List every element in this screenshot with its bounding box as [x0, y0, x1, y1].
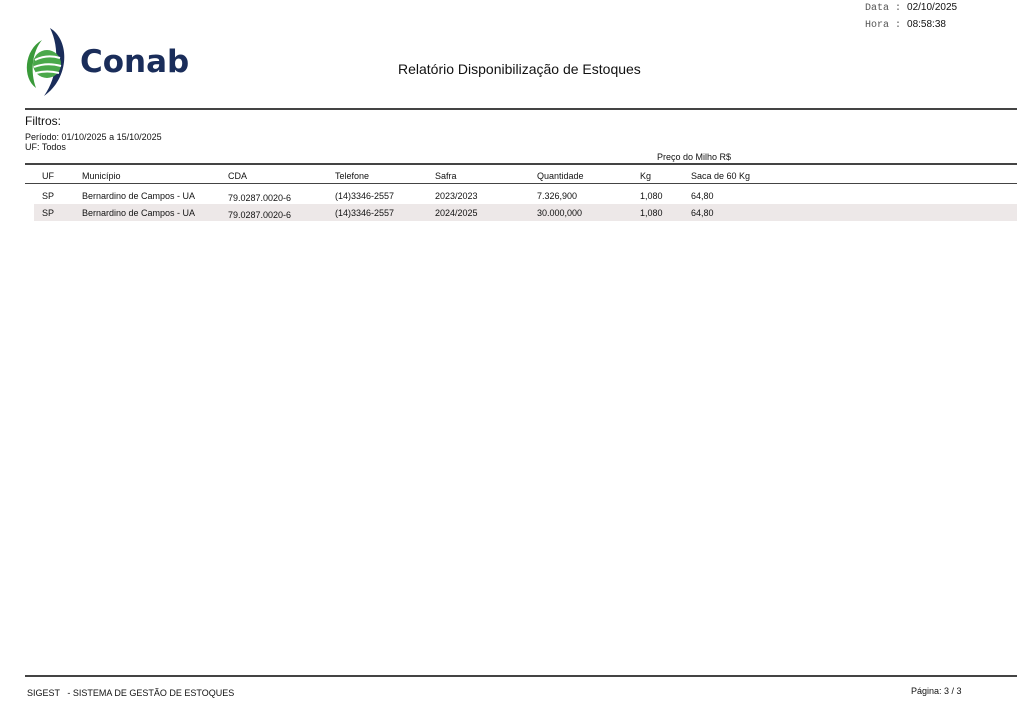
header-divider — [25, 108, 1017, 110]
table-header-divider — [25, 183, 1017, 184]
cell-cda: 79.0287.0020-6 — [228, 193, 292, 203]
cell-kg: 1,080 — [640, 208, 663, 218]
col-safra: Safra — [435, 171, 457, 181]
logo-text: Conab — [80, 44, 190, 80]
col-quantidade: Quantidade — [537, 171, 584, 181]
cell-cda: 79.0287.0020-6 — [228, 210, 292, 220]
footer-divider — [25, 675, 1017, 677]
cell-telefone: (14)3346-2557 — [335, 208, 395, 218]
price-group-header: Preço do Milho R$ — [657, 152, 732, 162]
time-stamp: Hora : 08:58:38 — [865, 19, 946, 31]
report-title: Relatório Disponibilização de Estoques — [398, 61, 641, 77]
cell-kg: 1,080 — [640, 191, 663, 201]
cell-telefone: (14)3346-2557 — [335, 191, 395, 201]
cell-quantidade: 30.000,000 — [537, 208, 583, 218]
cell-safra: 2024/2025 — [435, 208, 478, 218]
filters-heading: Filtros: — [25, 114, 61, 128]
cell-quantidade: 7.326,900 — [537, 191, 578, 201]
table-row: SP Bernardino de Campos - UA 79.0287.002… — [34, 204, 1017, 221]
footer-system: SIGEST - SISTEMA DE GESTÃO DE ESTOQUES — [27, 688, 235, 698]
date-label: Data — [865, 3, 890, 14]
date-stamp: Data : 02/10/2025 — [865, 2, 958, 14]
conab-logo-icon — [26, 28, 65, 96]
table-top-divider — [25, 163, 1017, 165]
col-cda: CDA — [228, 171, 248, 181]
filter-uf: UF: Todos — [25, 142, 66, 152]
table-header-row: UF Município CDA Telefone Safra Quantida… — [34, 167, 1017, 184]
conab-logo: Conab — [22, 26, 189, 98]
cell-municipio: Bernardino de Campos - UA — [82, 191, 196, 201]
col-kg: Kg — [640, 171, 652, 181]
col-uf: UF — [42, 171, 54, 181]
date-value: 02/10/2025 — [907, 2, 958, 13]
col-saca: Saca de 60 Kg — [691, 171, 751, 181]
cell-saca: 64,80 — [691, 208, 714, 218]
cell-uf: SP — [42, 208, 55, 218]
col-telefone: Telefone — [335, 171, 370, 181]
filter-period: Período: 01/10/2025 a 15/10/2025 — [25, 132, 162, 142]
cell-uf: SP — [42, 191, 55, 201]
time-label: Hora — [865, 20, 890, 31]
cell-saca: 64,80 — [691, 191, 714, 201]
time-value: 08:58:38 — [907, 19, 946, 30]
col-municipio: Município — [82, 171, 121, 181]
cell-municipio: Bernardino de Campos - UA — [82, 208, 196, 218]
page-number: Página: 3 / 3 — [911, 686, 962, 696]
table-row: SP Bernardino de Campos - UA 79.0287.002… — [34, 187, 1017, 204]
cell-safra: 2023/2023 — [435, 191, 478, 201]
